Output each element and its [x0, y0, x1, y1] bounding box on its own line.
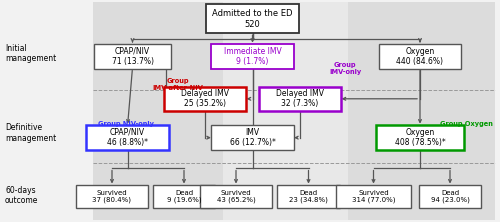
Text: Group
IMV-after-NIV: Group IMV-after-NIV [152, 78, 203, 91]
FancyBboxPatch shape [200, 185, 272, 208]
Text: 60-days
outcome: 60-days outcome [5, 186, 38, 205]
FancyBboxPatch shape [259, 87, 341, 111]
FancyBboxPatch shape [76, 185, 148, 208]
Text: Oxygen
440 (84.6%): Oxygen 440 (84.6%) [396, 47, 444, 66]
FancyBboxPatch shape [211, 44, 294, 69]
FancyBboxPatch shape [222, 2, 348, 220]
Text: Group
IMV-only: Group IMV-only [329, 62, 361, 75]
FancyBboxPatch shape [419, 185, 481, 208]
Text: Immediate IMV
9 (1.7%): Immediate IMV 9 (1.7%) [224, 47, 282, 66]
Text: Definitive
management: Definitive management [5, 123, 56, 143]
FancyBboxPatch shape [348, 2, 495, 220]
Text: Group Oxygen: Group Oxygen [440, 121, 492, 127]
Text: CPAP/NIV
46 (8.8%)*: CPAP/NIV 46 (8.8%)* [107, 128, 148, 147]
Text: Dead
23 (34.8%): Dead 23 (34.8%) [289, 190, 328, 203]
Text: IMV
66 (12.7%)*: IMV 66 (12.7%)* [230, 128, 276, 147]
FancyBboxPatch shape [164, 87, 246, 111]
Text: Delayed IMV
32 (7.3%): Delayed IMV 32 (7.3%) [276, 89, 324, 109]
Text: Delayed IMV
25 (35.2%): Delayed IMV 25 (35.2%) [181, 89, 229, 109]
Text: CPAP/NIV
71 (13.7%): CPAP/NIV 71 (13.7%) [112, 47, 154, 66]
FancyBboxPatch shape [379, 44, 461, 69]
FancyBboxPatch shape [376, 125, 464, 150]
Text: Admitted to the ED
520: Admitted to the ED 520 [212, 9, 293, 29]
Text: Group NIV-only: Group NIV-only [98, 121, 154, 127]
Text: Initial
management: Initial management [5, 44, 56, 63]
FancyBboxPatch shape [86, 125, 169, 150]
FancyBboxPatch shape [336, 185, 411, 208]
Text: Oxygen
408 (78.5%)*: Oxygen 408 (78.5%)* [394, 128, 446, 147]
Text: Survived
43 (65.2%): Survived 43 (65.2%) [216, 190, 256, 203]
FancyBboxPatch shape [211, 125, 294, 150]
Text: Survived
37 (80.4%): Survived 37 (80.4%) [92, 190, 132, 203]
Text: Survived
314 (77.0%): Survived 314 (77.0%) [352, 190, 395, 203]
FancyBboxPatch shape [206, 4, 298, 33]
Text: Dead
9 (19.6%): Dead 9 (19.6%) [166, 190, 202, 203]
FancyBboxPatch shape [92, 2, 222, 220]
FancyBboxPatch shape [94, 44, 171, 69]
FancyBboxPatch shape [277, 185, 340, 208]
FancyBboxPatch shape [153, 185, 215, 208]
Text: Dead
94 (23.0%): Dead 94 (23.0%) [430, 190, 470, 203]
